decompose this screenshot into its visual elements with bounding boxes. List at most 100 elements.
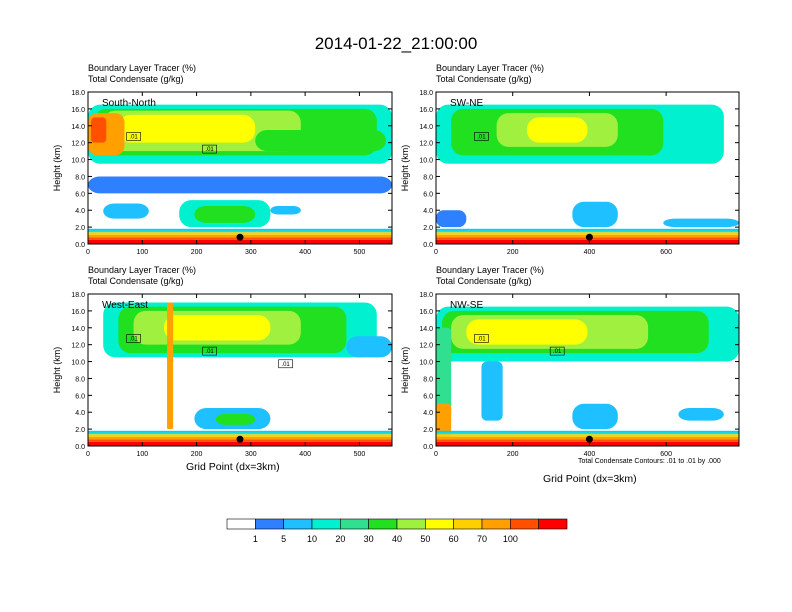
subtitle-panel-4: Boundary Layer Tracer (%) Total Condensa… [436, 265, 544, 287]
contour-label: .01 [477, 134, 486, 140]
y-tick-label: 16.0 [419, 309, 433, 316]
subtitle-tracer: Boundary Layer Tracer (%) [436, 265, 545, 275]
subtitle-tracer: Boundary Layer Tracer (%) [88, 63, 197, 73]
colorbar-label: 1 [253, 534, 258, 544]
x-tick-label: 400 [299, 249, 311, 256]
y-tick-label: 12.0 [71, 343, 85, 350]
contour-label-box [202, 144, 217, 154]
colorbar-swatch [283, 518, 313, 530]
y-tick-label: 18.0 [71, 292, 85, 299]
x-tick-label: 300 [245, 249, 257, 256]
field-patch [103, 203, 149, 219]
y-tick-label: 16.0 [419, 107, 433, 114]
boundary-layer-band [436, 228, 739, 231]
y-tick-label: 8.0 [423, 174, 433, 181]
boundary-layer-band [88, 230, 392, 233]
x-tick-label: 100 [136, 249, 148, 256]
y-tick-label: 14.0 [71, 124, 85, 131]
boundary-layer-band [436, 441, 739, 446]
colorbar-swatch [340, 518, 369, 530]
x-tick-label: 200 [507, 451, 519, 458]
y-tick-label: 14.0 [71, 326, 85, 333]
y-axis-label: Height (km) [52, 347, 62, 394]
y-tick-label: 14.0 [419, 124, 433, 131]
field-patch [164, 315, 271, 341]
contour-label: .01 [553, 349, 562, 355]
x-tick-label: 400 [299, 451, 311, 458]
boundary-layer-band [436, 230, 739, 233]
colorbar-swatch [538, 518, 568, 530]
y-axis-label: Height (km) [400, 347, 410, 394]
y-tick-label: 4.0 [423, 208, 433, 215]
colorbar-swatch [255, 518, 284, 530]
panel-1: 0.0 2.0 4.0 6.0 8.0 10.0 12.0 14.0 16.0 18.0 0 100 2… [52, 90, 393, 256]
contour-label-box [549, 346, 565, 356]
y-tick-label: 4.0 [423, 410, 433, 417]
y-tick-label: 12.0 [419, 343, 433, 350]
location-marker [236, 435, 244, 443]
contour-label-box [278, 359, 293, 369]
y-tick-label: 10.0 [419, 360, 433, 367]
y-tick-label: 14.0 [419, 326, 433, 333]
field-patch [215, 413, 256, 425]
panel-label: South-North [102, 98, 156, 109]
colorbar-label: 10 [307, 534, 317, 544]
field-patch [436, 327, 452, 421]
x-tick-label: 600 [660, 451, 672, 458]
plot-frame [435, 293, 740, 447]
boundary-layer-band [436, 434, 739, 437]
field-patch [118, 114, 256, 143]
x-tick-label: 100 [136, 451, 148, 458]
field-patch [436, 210, 467, 228]
y-tick-label: 16.0 [71, 107, 85, 114]
colorbar-label: 70 [477, 534, 487, 544]
colorbar-swatch [226, 518, 256, 530]
contour-label: .01 [129, 336, 138, 342]
y-tick-label: 10.0 [419, 158, 433, 165]
panel-3: 0.0 2.0 4.0 6.0 8.0 10.0 12.0 14.0 16.0 18.0 0 100 2… [52, 292, 393, 458]
field-patch [663, 218, 739, 228]
panel-label: West-East [102, 300, 148, 311]
field-patch [255, 130, 386, 152]
field-patch [526, 117, 588, 143]
y-tick-label: 18.0 [71, 90, 85, 97]
y-tick-label: 12.0 [419, 141, 433, 148]
y-tick-label: 8.0 [75, 376, 85, 383]
x-axis-label-panel-4: Grid Point (dx=3km) [543, 473, 637, 485]
location-marker [585, 435, 593, 443]
colorbar-swatch [453, 518, 483, 530]
boundary-layer-band [436, 432, 739, 435]
x-tick-label: 400 [584, 249, 596, 256]
boundary-layer-band [88, 430, 392, 433]
x-tick-label: 300 [245, 451, 257, 458]
colorbar: 1 5 10 20 30 40 50 60 70 100 [226, 518, 568, 544]
y-tick-label: 16.0 [71, 309, 85, 316]
colorbar-label: 30 [364, 534, 374, 544]
y-tick-label: 12.0 [71, 141, 85, 148]
y-tick-label: 10.0 [71, 158, 85, 165]
contour-label: .01 [477, 336, 486, 342]
contour-label-box [474, 132, 489, 141]
boundary-layer-band [436, 232, 739, 235]
y-tick-label: 10.0 [71, 360, 85, 367]
y-tick-label: 4.0 [75, 208, 85, 215]
subtitle-condensate: Total Condensate (g/kg) [88, 276, 184, 286]
colorbar-label: 5 [281, 534, 286, 544]
colorbar-label: 100 [503, 534, 518, 544]
y-tick-label: 18.0 [419, 292, 433, 299]
plot-frame [435, 91, 740, 245]
field-patch [194, 206, 256, 223]
x-axis-label-panel-3: Grid Point (dx=3km) [186, 461, 280, 473]
boundary-layer-band [88, 228, 392, 231]
field-patch [572, 403, 618, 430]
boundary-layer-band [88, 441, 392, 446]
tracer-field [88, 302, 392, 446]
y-tick-label: 2.0 [75, 427, 85, 434]
field-patch [270, 206, 301, 215]
contour-label: .01 [129, 134, 138, 140]
x-tick-label: 600 [660, 249, 672, 256]
x-tick-label: 0 [434, 451, 438, 458]
colorbar-swatch [510, 518, 539, 530]
subtitle-tracer: Boundary Layer Tracer (%) [436, 63, 545, 73]
